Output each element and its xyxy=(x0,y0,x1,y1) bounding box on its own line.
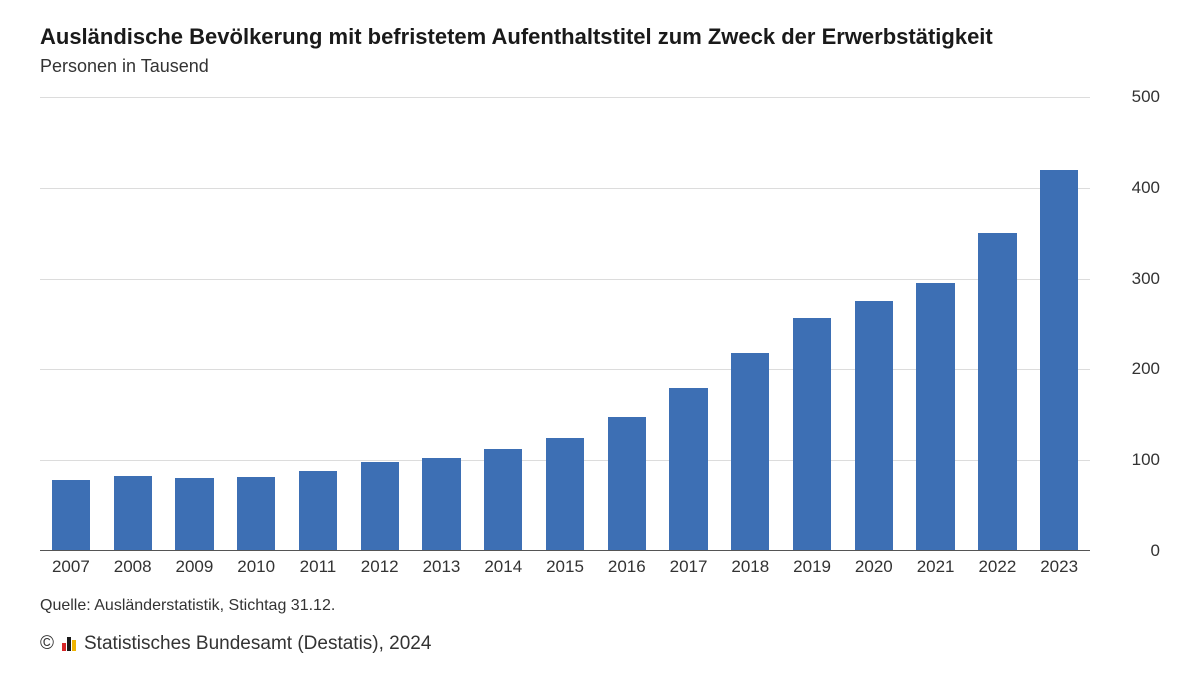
x-tick-label: 2016 xyxy=(596,551,658,581)
bar-slot xyxy=(411,97,473,551)
y-tick-label: 100 xyxy=(1100,450,1160,470)
bar-slot xyxy=(225,97,287,551)
y-tick-label: 200 xyxy=(1100,359,1160,379)
x-tick-label: 2007 xyxy=(40,551,102,581)
y-tick-label: 500 xyxy=(1100,87,1160,107)
x-tick-label: 2013 xyxy=(411,551,473,581)
x-axis-labels: 2007200820092010201120122013201420152016… xyxy=(40,551,1090,581)
x-tick-label: 2023 xyxy=(1028,551,1090,581)
bar xyxy=(422,458,460,551)
bar-slot xyxy=(658,97,720,551)
y-tick-label: 400 xyxy=(1100,178,1160,198)
bar-slot xyxy=(349,97,411,551)
bar xyxy=(52,480,90,551)
x-tick-label: 2019 xyxy=(781,551,843,581)
bar-slot xyxy=(40,97,102,551)
bar-slot xyxy=(287,97,349,551)
y-axis-labels: 0100200300400500 xyxy=(1100,97,1160,551)
bar xyxy=(114,476,152,551)
bar-slot xyxy=(843,97,905,551)
x-tick-label: 2018 xyxy=(719,551,781,581)
bar-slot xyxy=(905,97,967,551)
x-tick-label: 2015 xyxy=(534,551,596,581)
bar xyxy=(855,301,893,551)
bar-slot xyxy=(596,97,658,551)
bar xyxy=(546,438,584,552)
logo-bar xyxy=(62,643,66,651)
x-tick-label: 2021 xyxy=(905,551,967,581)
bar xyxy=(793,318,831,551)
bar xyxy=(978,233,1016,551)
y-tick-label: 300 xyxy=(1100,269,1160,289)
bar-slot xyxy=(781,97,843,551)
bar-slot xyxy=(534,97,596,551)
bar-slot xyxy=(164,97,226,551)
chart-container: Ausländische Bevölkerung mit befristetem… xyxy=(0,0,1200,675)
x-tick-label: 2009 xyxy=(164,551,226,581)
bar xyxy=(361,462,399,551)
x-tick-label: 2017 xyxy=(658,551,720,581)
chart-area: 0100200300400500 20072008200920102011201… xyxy=(40,97,1160,581)
bar-slot xyxy=(1028,97,1090,551)
bar-slot xyxy=(966,97,1028,551)
source-note: Quelle: Ausländerstatistik, Stichtag 31.… xyxy=(40,597,1160,615)
bar xyxy=(608,417,646,551)
destatis-logo-icon xyxy=(62,637,76,651)
bar xyxy=(299,471,337,551)
x-tick-label: 2010 xyxy=(225,551,287,581)
x-tick-label: 2012 xyxy=(349,551,411,581)
chart-title: Ausländische Bevölkerung mit befristetem… xyxy=(40,24,1160,50)
bar-slot xyxy=(719,97,781,551)
plot-region xyxy=(40,97,1090,551)
footer-org: Statistisches Bundesamt (Destatis), 2024 xyxy=(84,633,431,655)
x-tick-label: 2020 xyxy=(843,551,905,581)
x-tick-label: 2022 xyxy=(966,551,1028,581)
x-tick-label: 2014 xyxy=(472,551,534,581)
bar xyxy=(916,283,954,551)
bar xyxy=(484,449,522,551)
bar xyxy=(237,477,275,551)
logo-bar xyxy=(67,637,71,651)
bar xyxy=(1040,170,1078,551)
bar-slot xyxy=(102,97,164,551)
logo-bar xyxy=(72,640,76,651)
x-tick-label: 2008 xyxy=(102,551,164,581)
bar xyxy=(669,388,707,551)
bar xyxy=(175,478,213,551)
footer: © Statistisches Bundesamt (Destatis), 20… xyxy=(40,633,1160,655)
y-tick-label: 0 xyxy=(1100,541,1160,561)
bar xyxy=(731,353,769,551)
copyright-symbol: © xyxy=(40,633,54,655)
bars-group xyxy=(40,97,1090,551)
chart-subtitle: Personen in Tausend xyxy=(40,56,1160,77)
x-tick-label: 2011 xyxy=(287,551,349,581)
bar-slot xyxy=(472,97,534,551)
